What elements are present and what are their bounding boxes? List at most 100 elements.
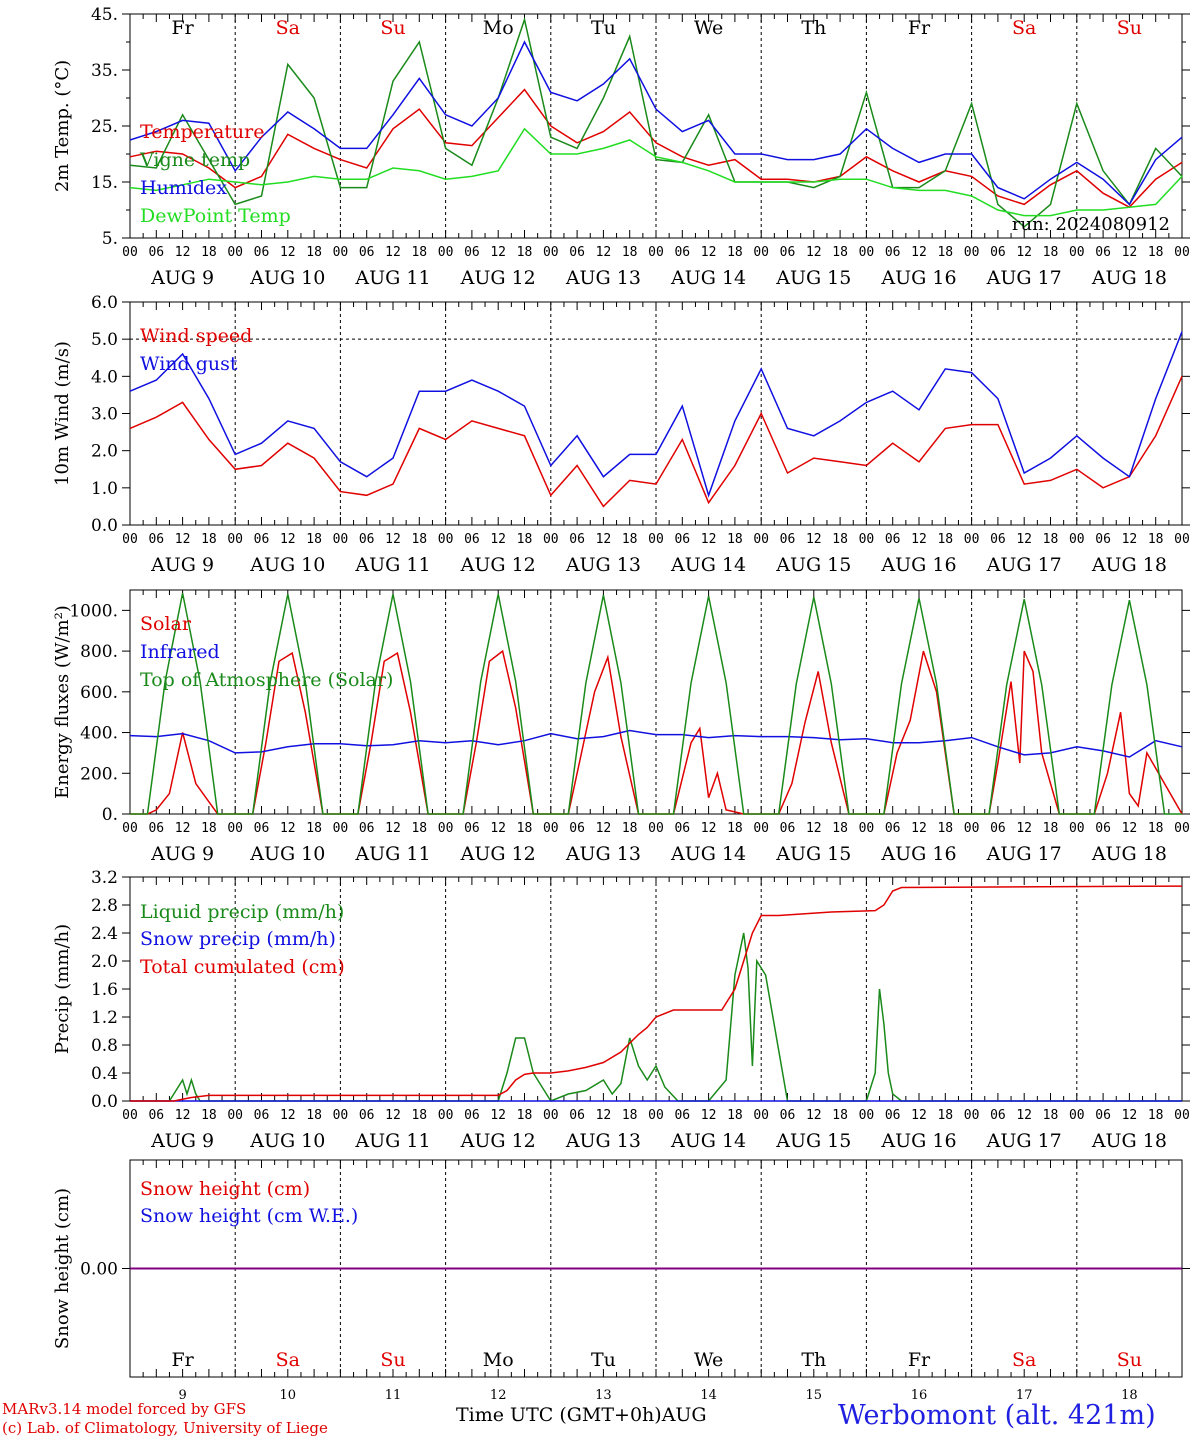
run-label: run: 2024080912 [1012, 214, 1170, 235]
date-label: AUG 13 [565, 1130, 641, 1152]
hour-label: 06 [254, 532, 270, 547]
hour-label: 00 [333, 821, 349, 836]
hour-label: 06 [464, 532, 480, 547]
hour-label: 00 [1174, 532, 1190, 547]
weekday-label: Tu [591, 17, 616, 39]
hour-label: 18 [832, 1108, 848, 1123]
y-tick-label: 1000. [69, 601, 118, 621]
hour-label: 18 [517, 245, 533, 260]
weekday-label: Sa [276, 17, 300, 39]
hour-label: 12 [701, 821, 717, 836]
y-tick-label: 0.0 [91, 516, 118, 536]
hour-label: 06 [464, 821, 480, 836]
hour-label: 00 [438, 532, 454, 547]
hour-label: 18 [832, 532, 848, 547]
hour-label: 12 [911, 1108, 927, 1123]
weekday-label: We [694, 17, 723, 39]
hour-label: 06 [254, 245, 270, 260]
hour-label: 00 [859, 1108, 875, 1123]
day-number-label: 11 [385, 1388, 402, 1403]
date-label: AUG 16 [880, 554, 956, 576]
hour-label: 12 [806, 532, 822, 547]
date-label: AUG 15 [775, 1130, 851, 1152]
hour-label: 12 [175, 821, 191, 836]
y-tick-label: 0.0 [91, 1092, 118, 1112]
hour-label: 18 [517, 1108, 533, 1123]
hour-label: 12 [385, 245, 401, 260]
date-label: AUG 17 [986, 1130, 1062, 1152]
hour-label: 00 [122, 1108, 138, 1123]
hour-label: 00 [1069, 821, 1085, 836]
hour-label: 12 [701, 245, 717, 260]
hour-label: 06 [569, 821, 585, 836]
date-label: AUG 14 [670, 843, 746, 865]
hour-label: 12 [1122, 821, 1138, 836]
hour-label: 00 [1069, 245, 1085, 260]
date-label: AUG 16 [880, 1130, 956, 1152]
legend-entry: Top of Atmosphere (Solar) [140, 669, 393, 691]
hour-label: 00 [648, 532, 664, 547]
day-number-label: 12 [490, 1388, 507, 1403]
hour-label: 12 [1122, 245, 1138, 260]
hour-label: 00 [122, 821, 138, 836]
hour-label: 00 [753, 532, 769, 547]
hour-label: 12 [280, 245, 296, 260]
hour-label: 00 [1069, 1108, 1085, 1123]
hour-label: 12 [175, 245, 191, 260]
hour-label: 18 [411, 821, 427, 836]
hour-label: 18 [727, 1108, 743, 1123]
weekday-label: Fr [908, 1349, 931, 1371]
hour-label: 00 [964, 821, 980, 836]
hour-label: 06 [885, 245, 901, 260]
hour-label: 18 [1043, 532, 1059, 547]
hour-label: 18 [727, 532, 743, 547]
hour-label: 18 [411, 1108, 427, 1123]
date-label: AUG 13 [565, 267, 641, 289]
series-line-1-4 [129, 127, 1183, 217]
hour-label: 06 [359, 1108, 375, 1123]
date-label: AUG 18 [1091, 1130, 1167, 1152]
hour-label: 18 [201, 245, 217, 260]
hour-label: 18 [727, 821, 743, 836]
day-number-label: 10 [280, 1388, 297, 1403]
hour-label: 06 [780, 821, 796, 836]
hour-label: 00 [648, 821, 664, 836]
date-label: AUG 15 [775, 554, 851, 576]
series-line-3-2 [129, 729, 1183, 758]
hour-label: 06 [148, 532, 164, 547]
hour-label: 00 [859, 532, 875, 547]
hour-label: 12 [701, 1108, 717, 1123]
hour-label: 12 [385, 532, 401, 547]
footer-credits: MARv3.14 model forced by GFS (c) Lab. of… [2, 1400, 328, 1438]
y-tick-label: 2.4 [91, 924, 118, 944]
weekday-label: Su [380, 17, 405, 39]
hour-label: 12 [490, 1108, 506, 1123]
date-label: AUG 11 [354, 1130, 430, 1152]
y-tick-label: 5. [102, 229, 118, 249]
date-label: AUG 18 [1091, 554, 1167, 576]
hour-label: 12 [175, 1108, 191, 1123]
hour-label: 00 [333, 245, 349, 260]
series-line-2-1 [129, 375, 1183, 508]
hour-label: 12 [911, 821, 927, 836]
hour-label: 06 [1095, 532, 1111, 547]
panel-2: 6.0 5.0 4.0 3.0 2.0 1.0 0.0 10m Wind (m/s) 00 06 1… [52, 293, 1190, 576]
hour-label: 18 [201, 821, 217, 836]
date-label: AUG 13 [565, 554, 641, 576]
model-credit: MARv3.14 model forced by GFS [2, 1400, 247, 1418]
date-label: AUG 15 [775, 267, 851, 289]
weekday-label: Su [1117, 17, 1142, 39]
date-label: AUG 9 [150, 843, 214, 865]
hour-label: 06 [148, 1108, 164, 1123]
hour-label: 12 [1122, 1108, 1138, 1123]
y-axis-title: Snow height (cm) [52, 1188, 73, 1349]
weekday-label: Sa [1012, 1349, 1036, 1371]
hour-label: 12 [596, 532, 612, 547]
y-tick-label: 200. [80, 764, 118, 784]
hour-label: 18 [306, 245, 322, 260]
y-tick-label: 25. [91, 117, 118, 137]
hour-label: 12 [490, 245, 506, 260]
hour-label: 12 [806, 821, 822, 836]
hour-label: 06 [990, 245, 1006, 260]
hour-label: 18 [411, 532, 427, 547]
